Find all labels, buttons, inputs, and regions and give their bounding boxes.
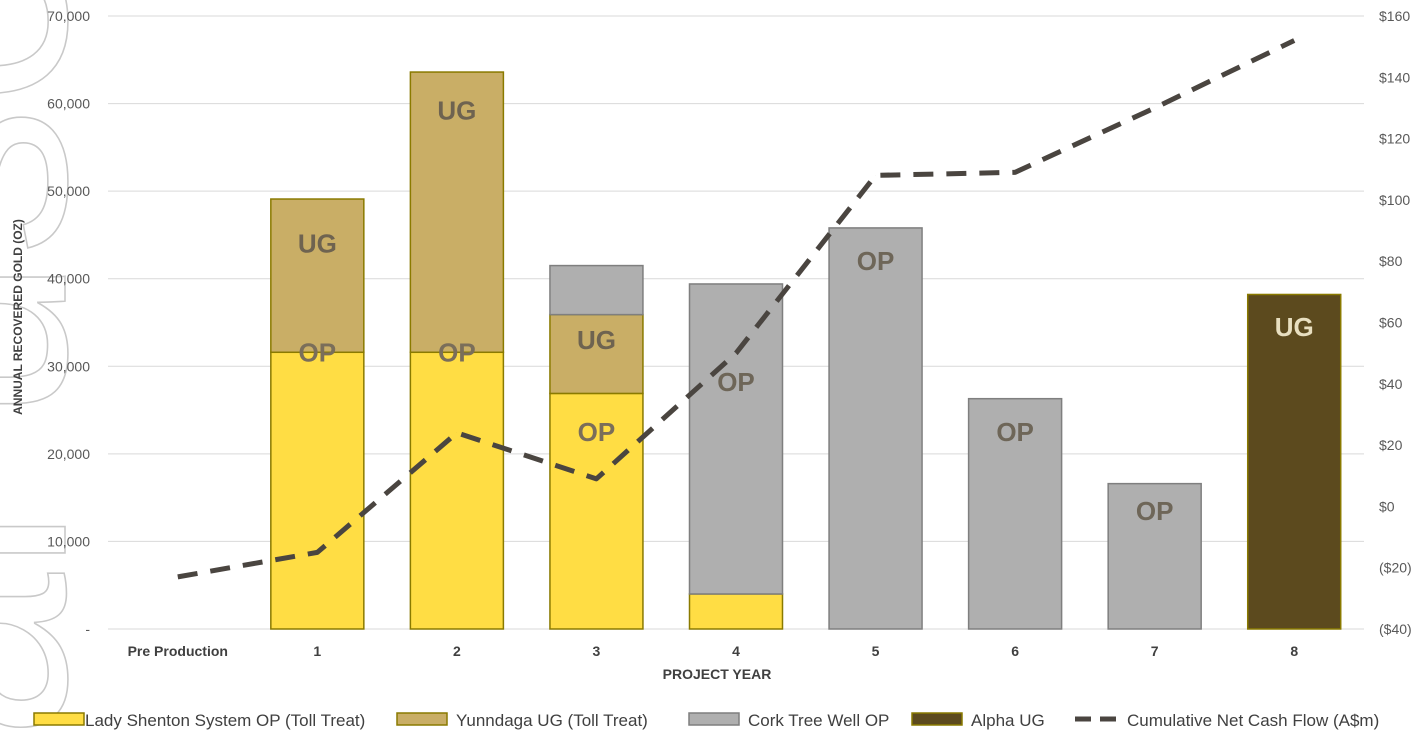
- bar-label: UG: [298, 229, 337, 259]
- y2-tick-label: $40: [1379, 376, 1403, 392]
- bar-label: UG: [437, 96, 476, 126]
- y2-tick-label: $0: [1379, 498, 1395, 514]
- x-tick-label: 4: [732, 643, 740, 659]
- bar-segment: [967, 397, 1063, 630]
- y-tick-label: 10,000: [47, 533, 90, 549]
- bar-label: UG: [1275, 312, 1314, 342]
- x-tick-label: 6: [1011, 643, 1019, 659]
- y-tick-label: 60,000: [47, 96, 90, 112]
- bar-segment: [549, 313, 644, 395]
- bar-label: UG: [577, 325, 616, 355]
- bar-labels: OP UG OP UG OP UG OP OP OP OP UG: [298, 96, 1314, 526]
- bar-label: OP: [996, 417, 1034, 447]
- y-tick-label: 70,000: [47, 8, 90, 24]
- legend-swatch: [396, 712, 448, 726]
- x-axis-title: PROJECT YEAR: [663, 666, 772, 682]
- bar-segment: [549, 392, 644, 630]
- bar-segment: [409, 351, 505, 630]
- bar-segment: [1246, 293, 1342, 630]
- bar-label: OP: [857, 246, 895, 276]
- x-tick-label: 5: [872, 643, 880, 659]
- y2-tick-label: $60: [1379, 315, 1403, 331]
- legend: Lady Shenton System OP (Toll Treat) Yunnd…: [33, 711, 1379, 730]
- x-tick-label: 7: [1151, 643, 1159, 659]
- bar-segment: [1107, 482, 1202, 630]
- legend-label: Cumulative Net Cash Flow (A$m): [1127, 711, 1379, 730]
- legend-swatch: [911, 712, 963, 726]
- legend-label: Yunndaga UG (Toll Treat): [456, 711, 648, 730]
- bar-segment: [409, 71, 505, 354]
- y-tick-label: 40,000: [47, 271, 90, 287]
- x-tick-label: Pre Production: [128, 643, 228, 659]
- y2-tick-label: ($20): [1379, 560, 1412, 576]
- legend-label: Lady Shenton System OP (Toll Treat): [85, 711, 365, 730]
- y-tick-label: 20,000: [47, 446, 90, 462]
- x-axis-ticks: Pre Production 1 2 3 4 5 6 7 8: [128, 643, 1299, 659]
- y2-axis-ticks: ($40) ($20) $0 $20 $40 $60 $80 $100 $120 $140 $160: [1379, 8, 1412, 637]
- y2-tick-label: $160: [1379, 8, 1410, 24]
- watermark: al use only: [0, 0, 131, 731]
- y-axis-title: ANNUAL RECOVERED GOLD (OZ): [11, 219, 25, 415]
- y2-tick-label: $140: [1379, 69, 1410, 85]
- x-tick-label: 8: [1290, 643, 1298, 659]
- y2-tick-label: ($40): [1379, 621, 1412, 637]
- bar-label: OP: [1136, 496, 1174, 526]
- legend-swatch: [33, 712, 85, 726]
- y2-tick-label: $80: [1379, 253, 1403, 269]
- bar-segment: [549, 264, 644, 316]
- bar-segment: [688, 283, 784, 595]
- x-tick-label: 3: [593, 643, 601, 659]
- y-axis-ticks: - 10,000 20,000 30,000 40,000 50,000 60,000 70,…: [47, 8, 90, 637]
- bar-label: OP: [578, 417, 616, 447]
- bar-label: OP: [717, 367, 755, 397]
- bar-label: OP: [299, 337, 337, 367]
- legend-label: Alpha UG: [971, 711, 1045, 730]
- y2-tick-label: $120: [1379, 131, 1410, 147]
- y-tick-label: 50,000: [47, 183, 90, 199]
- bar-label: OP: [438, 337, 476, 367]
- bar-segment: [270, 198, 365, 354]
- x-tick-label: 2: [453, 643, 461, 659]
- y2-tick-label: $20: [1379, 437, 1403, 453]
- bar-segment: [828, 227, 923, 630]
- y-tick-label: 30,000: [47, 358, 90, 374]
- legend-swatch: [688, 712, 740, 726]
- legend-label: Cork Tree Well OP: [748, 711, 889, 730]
- bar-segment: [688, 593, 784, 630]
- x-tick-label: 1: [313, 643, 321, 659]
- bars: [270, 71, 1342, 630]
- cash-flow-line-group: [177, 38, 1296, 580]
- bar-segment: [270, 351, 365, 630]
- y-tick-label: -: [85, 621, 90, 637]
- y2-tick-label: $100: [1379, 192, 1410, 208]
